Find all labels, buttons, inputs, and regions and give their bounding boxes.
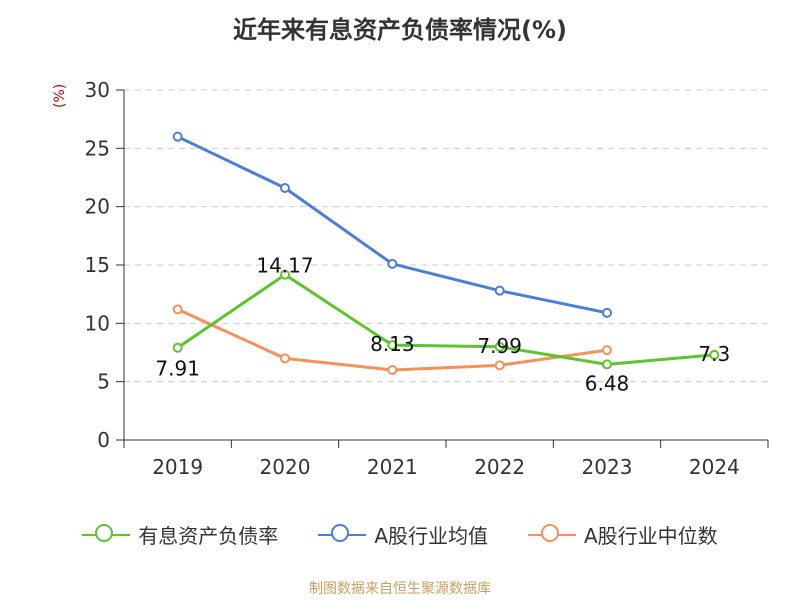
data-point-series-2 [602, 307, 612, 318]
data-point-series-3 [280, 353, 290, 364]
chart-title: 近年来有息资产负债率情况(%) [233, 16, 567, 44]
data-label: 7.91 [155, 357, 200, 381]
legend-swatch-series-3 [528, 523, 576, 547]
x-tick-label: 2022 [474, 455, 525, 479]
y-tick-label: 10 [85, 311, 110, 335]
data-point-series-3 [602, 345, 612, 356]
legend-swatch-series-1 [82, 523, 131, 547]
data-point-series-1 [602, 359, 612, 370]
legend-item-series-2[interactable]: A股行业均值 [318, 520, 488, 549]
data-point-series-1 [172, 342, 183, 353]
legend-label-series-2: A股行业均值 [374, 524, 488, 548]
x-tick-label: 2020 [260, 455, 311, 479]
y-tick-label: 0 [97, 428, 110, 452]
y-tick-label: 25 [85, 136, 110, 160]
series-line-1 [176, 273, 715, 366]
data-point-series-1 [709, 349, 720, 360]
data-point-series-2 [280, 183, 290, 193]
data-point-series-2 [494, 285, 505, 296]
legend-item-series-1[interactable]: 有息资产负债率 [82, 520, 278, 549]
legend: 有息资产负债率 A股行业均值 A股行业中位数 [0, 520, 800, 549]
data-label: 14.17 [256, 254, 313, 278]
data-point-series-2 [172, 131, 183, 142]
x-tick-label: 2021 [367, 455, 418, 479]
data-point-series-3 [494, 360, 505, 371]
y-tick-label: 30 [85, 78, 110, 102]
data-point-series-3 [387, 365, 398, 375]
y-tick-label: 5 [97, 370, 110, 394]
legend-label-series-3: A股行业中位数 [584, 524, 718, 548]
x-tick-label: 2023 [582, 455, 633, 479]
data-point-series-3 [172, 304, 183, 315]
x-tick-label: 2019 [152, 455, 203, 479]
data-source-note: 制图数据来自恒生聚源数据库 [309, 581, 491, 597]
data-label: 8.13 [370, 332, 415, 356]
data-point-series-1 [494, 341, 505, 352]
data-label: 6.48 [585, 371, 630, 395]
legend-swatch-series-2 [318, 523, 367, 547]
data-point-series-1 [387, 340, 398, 351]
data-point-series-2 [387, 258, 398, 269]
y-tick-label: 15 [85, 253, 110, 277]
legend-label-series-1: 有息资产负债率 [138, 524, 279, 548]
y-tick-label: 20 [85, 195, 110, 219]
data-point-series-1 [280, 269, 290, 280]
x-tick-label: 2024 [689, 455, 740, 479]
data-label: 7.3 [698, 342, 730, 366]
legend-item-series-3[interactable]: A股行业中位数 [528, 520, 718, 549]
series-line-2 [177, 135, 608, 315]
data-label: 7.99 [477, 334, 522, 358]
